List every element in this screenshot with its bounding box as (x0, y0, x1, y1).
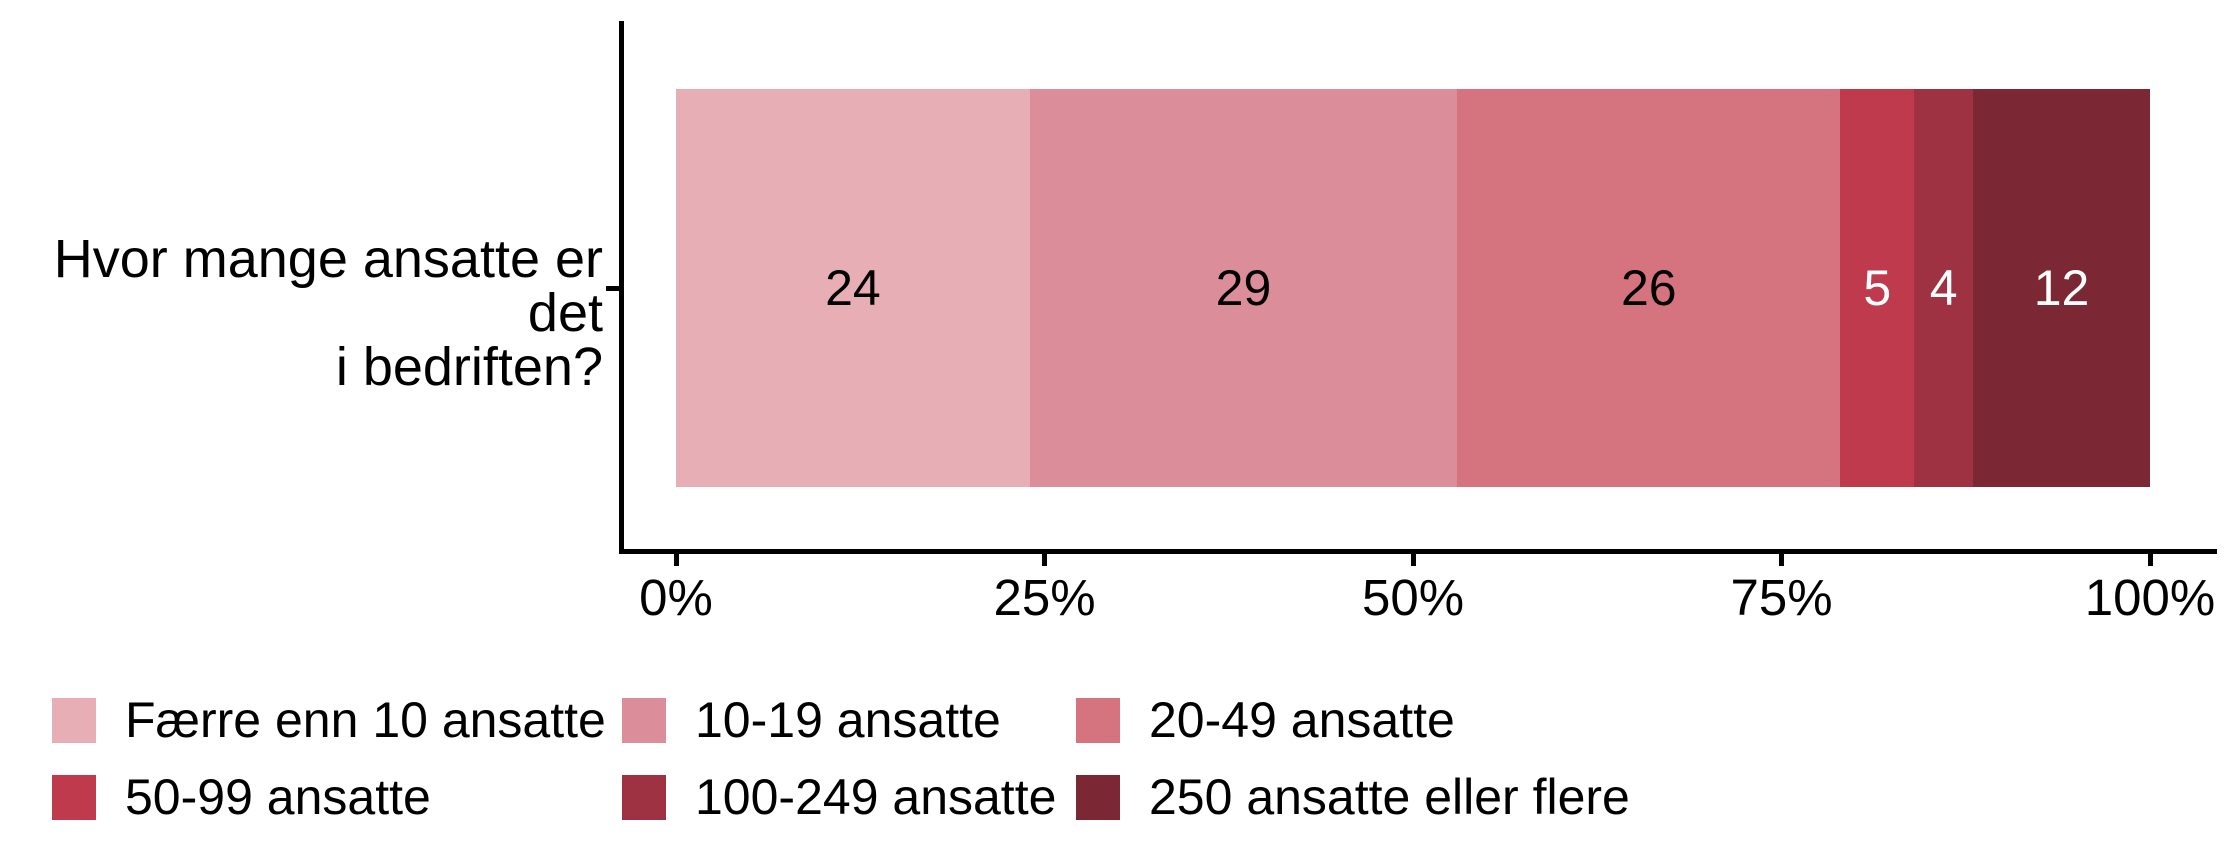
bar-segment-2: 29 (1029, 89, 1458, 487)
legend-item: 250 ansatte eller flere (1076, 772, 1630, 822)
legend-label: 20-49 ansatte (1149, 692, 1455, 748)
bar-segment-value: 29 (1215, 260, 1272, 316)
legend-swatch (1076, 697, 1120, 743)
x-axis-tick-label: 100% (2084, 569, 2216, 626)
bar-segment-value: 5 (1863, 260, 1892, 316)
x-axis-tick-label: 50% (1361, 569, 1465, 626)
legend-swatch (52, 774, 96, 820)
legend-swatch (52, 697, 96, 743)
x-axis-tick (1410, 554, 1416, 566)
legend-item: Færre enn 10 ansatte (52, 695, 606, 745)
x-axis-tick-label: 75% (1730, 569, 1833, 626)
bar-segment-value: 4 (1929, 260, 1958, 316)
legend-item: 20-49 ansatte (1076, 695, 1455, 745)
bar-segment-3: 26 (1457, 89, 1841, 487)
legend-swatch (622, 774, 666, 820)
legend-label: 100-249 ansatte (695, 769, 1057, 825)
bar-segment-4: 5 (1840, 89, 1915, 487)
legend-swatch (622, 697, 666, 743)
y-axis-line (619, 21, 624, 554)
bar-segment-1: 24 (676, 89, 1030, 487)
bar-segment-5: 4 (1914, 89, 1974, 487)
bar-segment-6: 12 (1973, 89, 2150, 487)
bar-segment-value: 26 (1621, 260, 1677, 316)
y-axis-tick (606, 286, 619, 291)
legend-label: Færre enn 10 ansatte (125, 692, 606, 748)
x-axis-tick (673, 554, 679, 566)
bar-segment-value: 12 (2033, 260, 2090, 316)
legend-label: 10-19 ansatte (695, 692, 1001, 748)
legend-swatch (1076, 774, 1120, 820)
legend-item: 50-99 ansatte (52, 772, 431, 822)
x-axis: 0% 25% 50% 75% 100% (639, 554, 2215, 654)
y-axis-category-label: Hvor mange ansatte er det i bedriften? (53, 229, 603, 397)
x-axis-tick (2147, 554, 2153, 566)
legend-label: 250 ansatte eller flere (1149, 769, 1630, 825)
bar-segment-value: 24 (825, 260, 881, 316)
x-axis-line (619, 549, 2217, 554)
legend-label: 50-99 ansatte (125, 769, 431, 825)
x-axis-tick-label: 0% (639, 569, 713, 626)
legend-item: 100-249 ansatte (622, 772, 1056, 822)
legend-item: 10-19 ansatte (622, 695, 1001, 745)
x-axis-tick (1042, 554, 1047, 566)
stacked-bar: 24 29 26 5 4 12 (676, 89, 2150, 487)
x-axis-tick-label: 25% (993, 569, 1096, 626)
x-axis-tick (1779, 554, 1784, 566)
